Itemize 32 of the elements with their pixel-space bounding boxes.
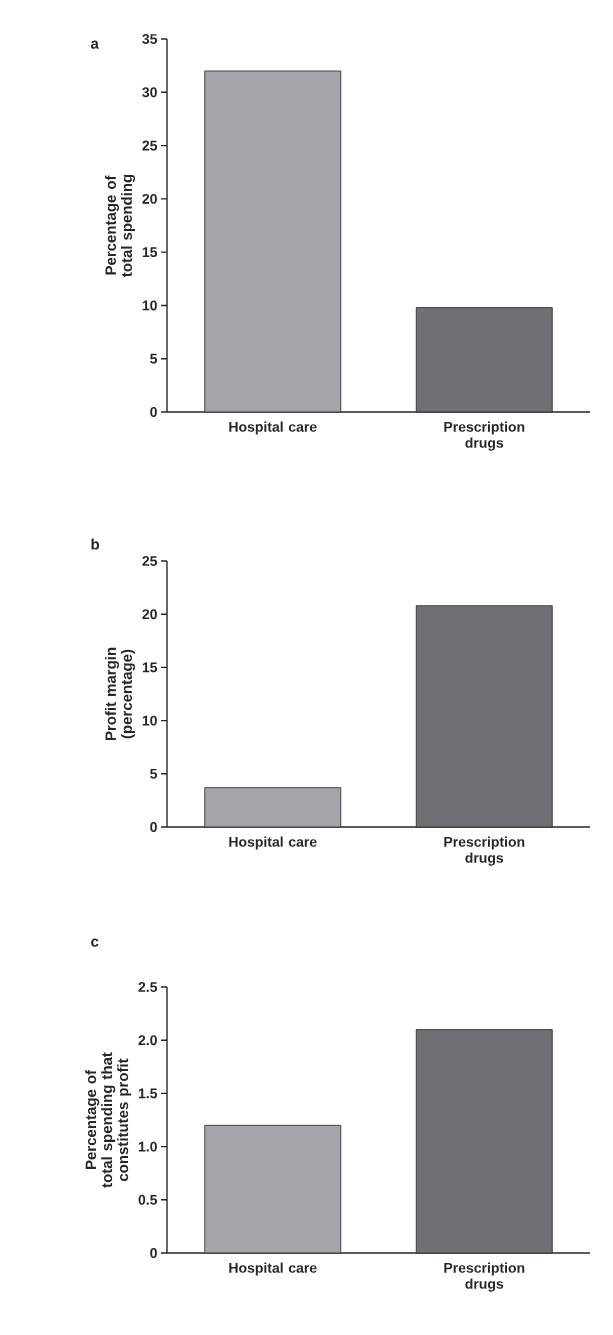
y-tick-label: 0 [150,1248,157,1258]
x-tick-label: Hospital care [229,421,317,435]
y-tick-label: 5 [150,768,158,779]
y-tick-label: 15 [142,247,158,258]
x-tick-label: Hospital care [229,836,317,850]
y-axis-title: Percentage of total spending that constitutes profit [85,1052,132,1188]
chart-title: a [90,40,99,49]
y-tick-label: 35 [142,34,158,44]
y-axis-title: Percentage of total spending [104,174,136,277]
y-tick-label: 25 [142,556,158,566]
y-tick-label: 2.5 [138,982,158,992]
y-tick-label: 2.0 [138,1035,157,1046]
y-tick-label: 15 [142,662,158,673]
y-tick-label: 0 [150,822,157,832]
x-tick-label: Prescription drugs [444,421,525,451]
x-tick-label: Prescription drugs [444,1262,525,1292]
y-tick-label: 30 [142,87,157,98]
y-tick-label: 1.5 [138,1088,158,1099]
chart-title: b [91,538,100,550]
y-tick-label: 0 [150,407,157,417]
y-tick-label: 20 [142,609,157,620]
y-tick-label: 1.0 [138,1141,157,1152]
x-tick-label: Prescription drugs [444,836,525,866]
y-tick-label: 20 [142,193,157,204]
chart-title: c [91,938,99,947]
x-tick-label: Hospital care [229,1262,317,1276]
y-tick-label: 10 [142,715,157,726]
y-tick-label: 10 [142,300,157,311]
y-tick-label: 25 [142,140,158,151]
y-axis-title: Profit margin (percentage) [104,647,136,741]
y-tick-label: 5 [150,353,158,364]
y-tick-label: 0.5 [138,1194,158,1205]
